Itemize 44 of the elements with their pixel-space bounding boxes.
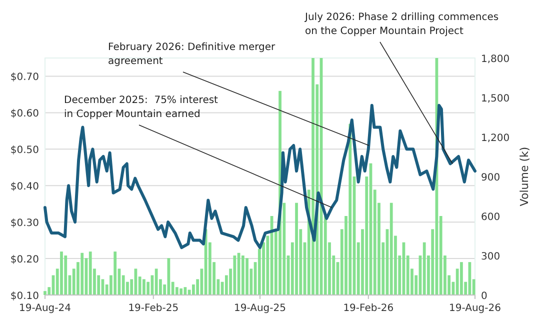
annotation: December 2025: 75% interest in Copper Mountain earned: [64, 95, 218, 120]
y2-tick-label: 600: [481, 212, 500, 223]
y-tick-label: $0.50: [10, 145, 39, 156]
bar: [114, 252, 117, 295]
x-tick-label: 19-Aug-26: [449, 303, 501, 314]
x-tick-label: 19-Feb-25: [128, 303, 179, 314]
bar: [246, 258, 248, 295]
y2-tick-label: 1,800: [481, 54, 510, 65]
bar: [241, 256, 244, 295]
y-tick-label: $0.20: [10, 254, 39, 266]
x-tick-label: 19-Aug-25: [234, 303, 286, 314]
annotation: July 2026: Phase 2 drilling commences on the Copper Mountain Project: [304, 12, 499, 37]
y2-tick-label: 0: [481, 291, 488, 302]
x-tick-label: 19-Feb-26: [343, 303, 394, 314]
annotation: February 2026: Definitive merger agreement: [108, 42, 276, 67]
bar: [312, 58, 314, 295]
y2-tick-label: 900: [481, 172, 500, 184]
y-tick-label: $0.60: [10, 108, 39, 120]
y-tick-label: $0.10: [10, 291, 39, 302]
bar: [295, 202, 298, 295]
bar: [204, 229, 208, 295]
y2-axis-title: Volume (k): [518, 146, 531, 206]
bar: [80, 252, 84, 295]
bar: [184, 287, 187, 295]
y2-tick-label: 1,200: [481, 133, 510, 144]
bar: [233, 256, 236, 295]
bar: [422, 242, 426, 295]
y-tick-label: $0.30: [10, 218, 39, 230]
line-series: [44, 104, 476, 250]
bar: [44, 291, 46, 295]
bar: [64, 256, 68, 295]
bar: [390, 202, 393, 295]
bar: [154, 268, 158, 295]
x-tick-label: 19-Aug-24: [19, 303, 71, 314]
y2-tick-label: 1,500: [481, 94, 510, 104]
bar: [142, 279, 146, 295]
bar: [348, 124, 352, 295]
y-tick-label: $0.40: [10, 182, 39, 193]
bar: [180, 288, 183, 295]
bar: [60, 252, 63, 295]
bar: [460, 262, 463, 295]
bar: [88, 252, 92, 295]
y-tick-label: $0.70: [10, 72, 39, 84]
y2-tick-label: 300: [481, 252, 500, 262]
